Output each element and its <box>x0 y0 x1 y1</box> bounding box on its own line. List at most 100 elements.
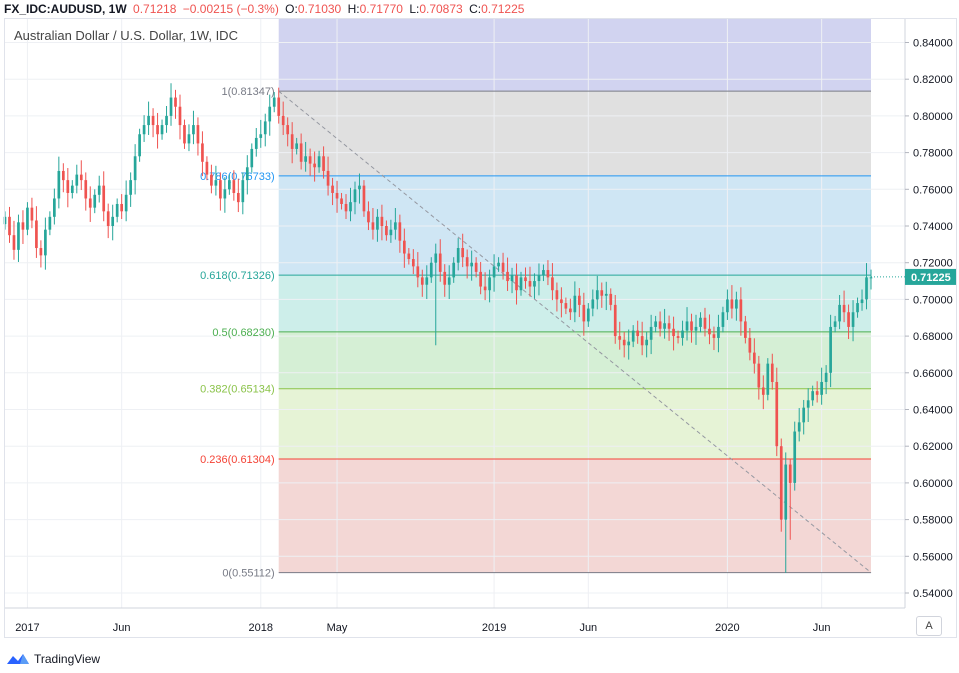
candle[interactable] <box>492 266 496 278</box>
candle[interactable] <box>829 326 832 373</box>
candle[interactable] <box>434 253 438 263</box>
candle[interactable] <box>268 106 272 122</box>
candle[interactable] <box>174 97 177 107</box>
candle[interactable] <box>497 262 500 267</box>
candle[interactable] <box>802 407 806 423</box>
candle[interactable] <box>856 303 859 313</box>
candle[interactable] <box>205 161 209 175</box>
candle[interactable] <box>501 262 505 272</box>
candle[interactable] <box>236 192 240 203</box>
candle[interactable] <box>815 391 819 395</box>
candle[interactable] <box>407 253 411 260</box>
candle[interactable] <box>331 185 334 193</box>
candle[interactable] <box>860 299 864 304</box>
candle[interactable] <box>8 216 11 236</box>
candle[interactable] <box>201 143 204 162</box>
candle[interactable] <box>228 180 231 190</box>
candle[interactable] <box>106 211 110 226</box>
candle[interactable] <box>196 125 200 144</box>
candle[interactable] <box>654 321 657 327</box>
candle[interactable] <box>115 203 119 217</box>
candle[interactable] <box>295 143 299 149</box>
candle[interactable] <box>219 180 222 199</box>
candle[interactable] <box>353 189 357 203</box>
candle[interactable] <box>304 156 307 162</box>
candle[interactable] <box>645 339 648 346</box>
candle[interactable] <box>411 259 415 267</box>
candle[interactable] <box>151 115 155 126</box>
candle[interactable] <box>721 312 725 327</box>
candle[interactable] <box>676 336 680 338</box>
candle[interactable] <box>537 275 541 282</box>
candle[interactable] <box>465 257 469 267</box>
candle[interactable] <box>160 125 164 135</box>
candle[interactable] <box>591 299 595 309</box>
candle[interactable] <box>515 275 518 291</box>
candle[interactable] <box>726 299 729 313</box>
candle[interactable] <box>26 207 29 230</box>
candle[interactable] <box>775 381 779 447</box>
candle[interactable] <box>272 97 276 107</box>
candle[interactable] <box>672 328 675 337</box>
candle[interactable] <box>416 266 420 278</box>
candle[interactable] <box>851 312 855 327</box>
candle[interactable] <box>555 290 559 300</box>
candle[interactable] <box>241 180 245 203</box>
candle[interactable] <box>39 248 43 256</box>
candle[interactable] <box>685 321 689 331</box>
candle[interactable] <box>506 271 509 282</box>
candle[interactable] <box>380 216 384 226</box>
candle[interactable] <box>573 295 577 313</box>
candle[interactable] <box>564 303 568 309</box>
candle[interactable] <box>528 281 532 287</box>
candle[interactable] <box>636 330 640 337</box>
candle[interactable] <box>398 222 402 241</box>
candle[interactable] <box>340 198 343 204</box>
candle[interactable] <box>663 323 666 329</box>
candle[interactable] <box>779 446 783 520</box>
candle[interactable] <box>560 299 563 304</box>
candle[interactable] <box>461 248 465 258</box>
candle[interactable] <box>510 275 514 282</box>
candle[interactable] <box>214 180 218 186</box>
candle[interactable] <box>147 115 150 126</box>
candle[interactable] <box>124 194 128 212</box>
tradingview-logo-icon[interactable] <box>6 652 30 666</box>
candle[interactable] <box>169 97 173 116</box>
candle[interactable] <box>811 391 815 401</box>
candle[interactable] <box>483 286 487 291</box>
candle[interactable] <box>627 341 631 346</box>
candle[interactable] <box>600 290 604 296</box>
candle[interactable] <box>622 339 626 346</box>
candle[interactable] <box>371 222 375 230</box>
candle[interactable] <box>847 312 850 327</box>
candle[interactable] <box>281 115 285 126</box>
candle[interactable] <box>88 198 92 208</box>
candle[interactable] <box>97 185 101 195</box>
candle[interactable] <box>308 156 312 164</box>
candle[interactable] <box>254 137 258 149</box>
candle[interactable] <box>349 202 352 212</box>
candle[interactable] <box>183 125 186 144</box>
candle[interactable] <box>44 229 47 256</box>
candle[interactable] <box>443 271 447 285</box>
candle[interactable] <box>770 363 774 382</box>
candle[interactable] <box>93 194 97 208</box>
candle[interactable] <box>102 185 106 212</box>
candle[interactable] <box>156 125 159 135</box>
candle[interactable] <box>79 174 83 181</box>
candle[interactable] <box>761 387 765 395</box>
candle[interactable] <box>582 304 586 322</box>
candle[interactable] <box>690 321 693 331</box>
candle[interactable] <box>797 422 801 432</box>
candle[interactable] <box>833 321 837 327</box>
candle[interactable] <box>335 192 339 199</box>
candle[interactable] <box>277 97 281 116</box>
candle[interactable] <box>389 229 393 236</box>
candle[interactable] <box>820 381 823 395</box>
candle[interactable] <box>420 277 424 285</box>
candle[interactable] <box>66 180 70 193</box>
candle[interactable] <box>429 262 433 278</box>
candle[interactable] <box>263 121 267 135</box>
candle[interactable] <box>3 216 7 225</box>
